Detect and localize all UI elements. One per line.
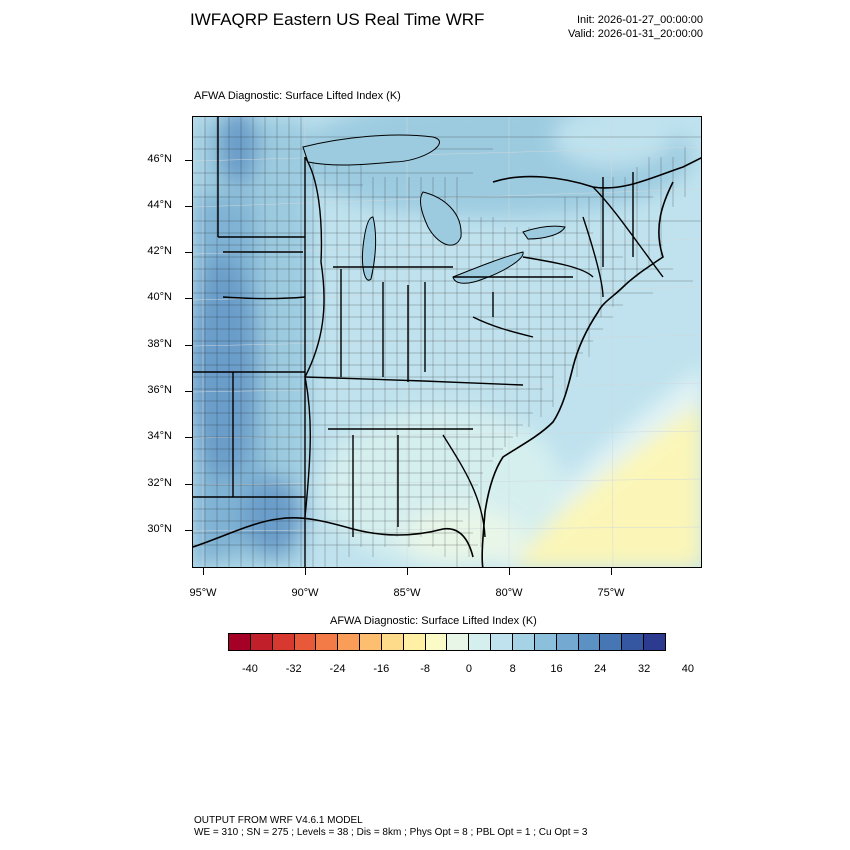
lon-label: 80°W xyxy=(495,587,523,599)
colorbar-swatch xyxy=(556,634,579,650)
lat-label: 46°N xyxy=(147,153,172,165)
map-canvas xyxy=(193,117,701,567)
lat-tick xyxy=(185,206,192,207)
lon-tick xyxy=(203,568,204,575)
map-panel xyxy=(192,116,702,568)
colorbar-swatch xyxy=(250,634,273,650)
model-footer: OUTPUT FROM WRF V4.6.1 MODEL WE = 310 ; … xyxy=(194,815,587,839)
plot-title: AFWA Diagnostic: Surface Lifted Index (K… xyxy=(194,90,401,102)
lon-label: 75°W xyxy=(597,587,625,599)
colorbar-swatch xyxy=(425,634,448,650)
init-time: Init: 2026-01-27_00:00:00 xyxy=(577,14,703,26)
colorbar-label: -8 xyxy=(420,663,430,675)
lat-label: 32°N xyxy=(147,477,172,489)
lat-label: 30°N xyxy=(147,523,172,535)
colorbar-swatch xyxy=(294,634,317,650)
lon-tick xyxy=(407,568,408,575)
gulf-coastline xyxy=(193,517,474,558)
lat-label: 42°N xyxy=(147,245,172,257)
colorbar-label: -40 xyxy=(241,663,258,675)
great-lakes xyxy=(302,134,566,284)
colorbar-label: 32 xyxy=(637,663,651,675)
colorbar-swatch xyxy=(600,634,623,650)
footer-model-line: OUTPUT FROM WRF V4.6.1 MODEL xyxy=(194,815,363,826)
time-info: Init: 2026-01-27_00:00:00 Valid: 2026-01… xyxy=(568,13,703,41)
colorbar-swatch xyxy=(338,634,361,650)
colorbar-label: 0 xyxy=(465,663,472,675)
lat-label: 36°N xyxy=(147,384,172,396)
lat-label: 40°N xyxy=(147,291,172,303)
colorbar-swatch xyxy=(360,634,382,650)
lon-label: 95°W xyxy=(189,587,217,599)
lake-huron xyxy=(420,191,462,246)
lon-label: 85°W xyxy=(393,587,421,599)
lat-tick xyxy=(185,298,192,299)
lake-michigan xyxy=(362,216,377,281)
colorbar-swatch xyxy=(381,634,404,650)
colorbar-swatch xyxy=(403,634,426,650)
colorbar-swatch xyxy=(316,634,339,650)
colorbar-label: 16 xyxy=(550,663,563,675)
colorbar-swatch xyxy=(534,634,557,650)
lon-tick xyxy=(611,568,612,575)
lake-ontario xyxy=(522,225,566,240)
colorbar-swatch xyxy=(229,634,251,650)
colorbar-label: -32 xyxy=(285,663,302,675)
colorbar-title: AFWA Diagnostic: Surface Lifted Index (K… xyxy=(330,615,537,627)
field-atlantic-north xyxy=(658,178,701,336)
footer-config-line: WE = 310 ; SN = 275 ; Levels = 38 ; Dis … xyxy=(194,827,588,838)
lat-tick xyxy=(185,252,192,253)
field-deep-core xyxy=(193,257,258,477)
lat-label: 34°N xyxy=(147,430,172,442)
field-quebec xyxy=(553,117,673,167)
field-northwest xyxy=(218,117,258,187)
colorbar-swatch xyxy=(491,634,513,650)
colorbar-label: 8 xyxy=(509,663,516,675)
colorbar-swatch xyxy=(447,634,470,650)
colorbar-label: 40 xyxy=(681,663,695,675)
lon-tick xyxy=(509,568,510,575)
lat-tick xyxy=(185,530,192,531)
lake-superior xyxy=(302,134,440,166)
colorbar-label: 24 xyxy=(594,663,607,675)
lat-tick xyxy=(185,345,192,346)
colorbar-swatch xyxy=(469,634,492,650)
field-ocean-warm xyxy=(514,403,701,567)
county-lines xyxy=(193,117,701,567)
colorbar-label: -16 xyxy=(373,663,390,675)
lat-tick xyxy=(185,437,192,438)
lon-label: 90°W xyxy=(291,587,319,599)
colorbar-swatch xyxy=(272,634,295,650)
lat-label: 38°N xyxy=(147,338,172,350)
colorbar xyxy=(228,633,666,651)
colorbar-swatch xyxy=(644,634,665,650)
lat-tick xyxy=(185,391,192,392)
valid-time: Valid: 2026-01-31_20:00:00 xyxy=(568,28,703,40)
colorbar-swatch xyxy=(512,634,535,650)
colorbar-label: -24 xyxy=(329,663,346,675)
lake-erie xyxy=(452,251,524,284)
atlantic-coastline xyxy=(481,181,674,567)
main-title: IWFAQRP Eastern US Real Time WRF xyxy=(190,10,485,29)
lat-label: 44°N xyxy=(147,199,172,211)
state-boundaries xyxy=(193,117,664,567)
coastlines xyxy=(193,157,701,567)
colorbar-swatch xyxy=(578,634,601,650)
lat-tick xyxy=(185,484,192,485)
lat-tick xyxy=(185,160,192,161)
lon-tick xyxy=(305,568,306,575)
colorbar-swatch xyxy=(622,634,645,650)
st-lawrence xyxy=(492,157,701,189)
